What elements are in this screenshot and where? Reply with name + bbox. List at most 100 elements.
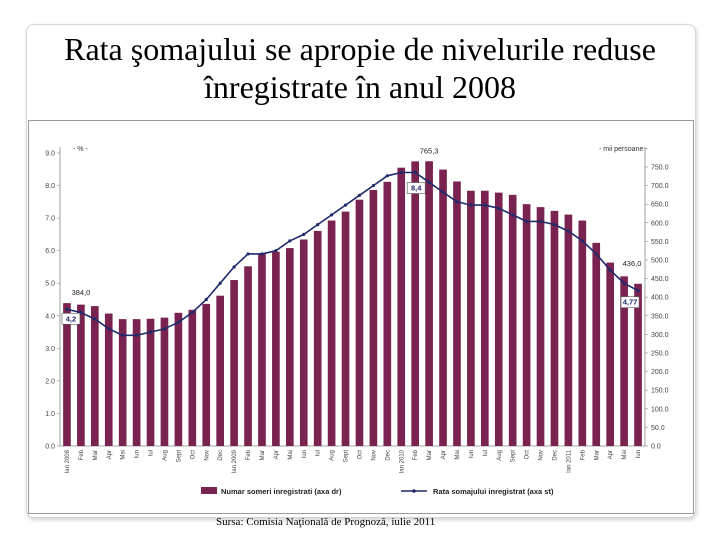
bar bbox=[439, 169, 447, 446]
bar bbox=[564, 214, 573, 446]
x-tick-label: Ian 2011 bbox=[566, 449, 572, 473]
line-value-label: 8,4 bbox=[411, 184, 422, 193]
line-point bbox=[274, 249, 278, 253]
right-tick-label: 550.0 bbox=[651, 239, 669, 246]
left-axis-unit: - % - bbox=[73, 146, 88, 153]
bar bbox=[369, 190, 378, 446]
right-tick-label: 200.0 bbox=[651, 369, 669, 376]
bar bbox=[620, 276, 628, 446]
line-point bbox=[608, 268, 612, 272]
line-point bbox=[385, 174, 389, 178]
bar-value-label: 765,3 bbox=[420, 146, 439, 155]
x-tick-label: Iul bbox=[316, 450, 322, 456]
line-point bbox=[580, 239, 584, 243]
left-tick-label: 1.0 bbox=[45, 411, 55, 418]
x-tick-label: Nov bbox=[204, 450, 210, 461]
line-point bbox=[399, 170, 403, 175]
x-tick-label: Mar bbox=[93, 450, 99, 460]
left-tick-label: 6.0 bbox=[45, 248, 55, 255]
bar bbox=[494, 192, 503, 446]
line-point bbox=[190, 310, 194, 315]
bar bbox=[355, 199, 364, 446]
line-point bbox=[538, 219, 543, 223]
x-tick-label: Feb bbox=[580, 449, 586, 460]
line-point bbox=[566, 229, 570, 233]
x-tick-label: Oct bbox=[190, 450, 196, 460]
bar bbox=[258, 253, 266, 446]
bar bbox=[411, 161, 420, 446]
line-point bbox=[65, 307, 69, 311]
bar bbox=[132, 319, 141, 446]
bar bbox=[578, 220, 587, 446]
bar bbox=[425, 161, 433, 446]
line-point bbox=[232, 265, 236, 269]
left-tick-label: 5.0 bbox=[45, 281, 55, 288]
bar bbox=[508, 194, 517, 446]
right-tick-label: 450.0 bbox=[651, 276, 669, 283]
x-tick-label: Feb bbox=[246, 449, 252, 460]
x-tick-label: Nov bbox=[539, 450, 545, 461]
bar bbox=[174, 312, 183, 446]
right-tick-label: 150.0 bbox=[651, 388, 669, 395]
line-value-label: 4,2 bbox=[66, 314, 76, 323]
left-tick-label: 8.0 bbox=[45, 183, 55, 190]
left-tick-label: 9.0 bbox=[45, 151, 55, 158]
legend-line-label: Rata somajului inregistrat (axa st) bbox=[433, 487, 554, 496]
right-tick-label: 500.0 bbox=[651, 257, 669, 264]
line-point bbox=[302, 232, 306, 236]
line-point bbox=[483, 203, 487, 207]
x-tick-label: Iun bbox=[469, 450, 475, 458]
right-tick-label: 100.0 bbox=[651, 406, 669, 413]
left-tick-label: 3.0 bbox=[45, 346, 55, 353]
x-tick-label: Iul bbox=[149, 450, 155, 456]
line-point bbox=[288, 239, 292, 243]
line-point bbox=[107, 327, 111, 331]
x-tick-label: Sept bbox=[511, 450, 517, 463]
title-line-2: înregistrate în anul 2008 bbox=[204, 69, 516, 105]
bar bbox=[592, 242, 601, 446]
x-tick-label: Mar bbox=[427, 450, 433, 460]
x-tick-label: Sept bbox=[176, 450, 182, 463]
left-tick-label: 4.0 bbox=[45, 313, 55, 320]
x-tick-label: Dec bbox=[552, 450, 558, 461]
line-point bbox=[148, 330, 153, 334]
x-tick-label: Apr bbox=[274, 450, 280, 459]
legend-bar-swatch bbox=[201, 487, 217, 494]
bar bbox=[285, 248, 294, 446]
bar bbox=[77, 304, 85, 446]
line-point bbox=[622, 281, 626, 285]
line-point bbox=[343, 203, 348, 207]
bar bbox=[230, 280, 238, 446]
title-line-1: Rata şomajului se apropie de nivelurile … bbox=[64, 31, 656, 67]
bar-value-label: 436,0 bbox=[623, 259, 642, 268]
right-tick-label: 50.0 bbox=[651, 425, 665, 432]
line-point bbox=[121, 333, 125, 337]
line-point bbox=[441, 190, 445, 194]
line-point bbox=[176, 320, 180, 324]
x-tick-label: Oct bbox=[525, 450, 531, 460]
x-tick-label: Ian 2008 bbox=[65, 449, 71, 473]
x-tick-label: Mai bbox=[455, 450, 461, 460]
source-note: Sursa: Comisia Naţională de Prognoză, iu… bbox=[216, 516, 436, 528]
right-tick-label: 750.0 bbox=[651, 164, 669, 171]
unemployment-chart: - % - - mii persoane - 0.0 1.0 2.0 3.0 4.0 5.… bbox=[45, 146, 669, 496]
line-point bbox=[455, 200, 459, 204]
x-tick-label: Mar bbox=[260, 450, 266, 460]
legend-bar-label: Numar someri inregistrati (axa dr) bbox=[221, 487, 342, 496]
bar bbox=[480, 190, 489, 446]
right-tick-label: 250.0 bbox=[651, 350, 669, 357]
x-tick-label: Iul bbox=[483, 450, 489, 456]
bar bbox=[299, 239, 308, 446]
line-value-box bbox=[406, 182, 426, 194]
line-point bbox=[594, 252, 598, 256]
line-value-box bbox=[620, 296, 640, 309]
x-tick-label: Dec bbox=[218, 450, 224, 461]
right-tick-label: 400.0 bbox=[651, 295, 669, 302]
x-tick-label: Aug bbox=[330, 450, 336, 461]
x-tick-label: Dec bbox=[385, 450, 391, 461]
legend-line-marker bbox=[412, 489, 416, 493]
line-point bbox=[413, 170, 417, 175]
bar bbox=[467, 190, 475, 446]
bar bbox=[453, 181, 461, 446]
line-point bbox=[316, 223, 320, 227]
